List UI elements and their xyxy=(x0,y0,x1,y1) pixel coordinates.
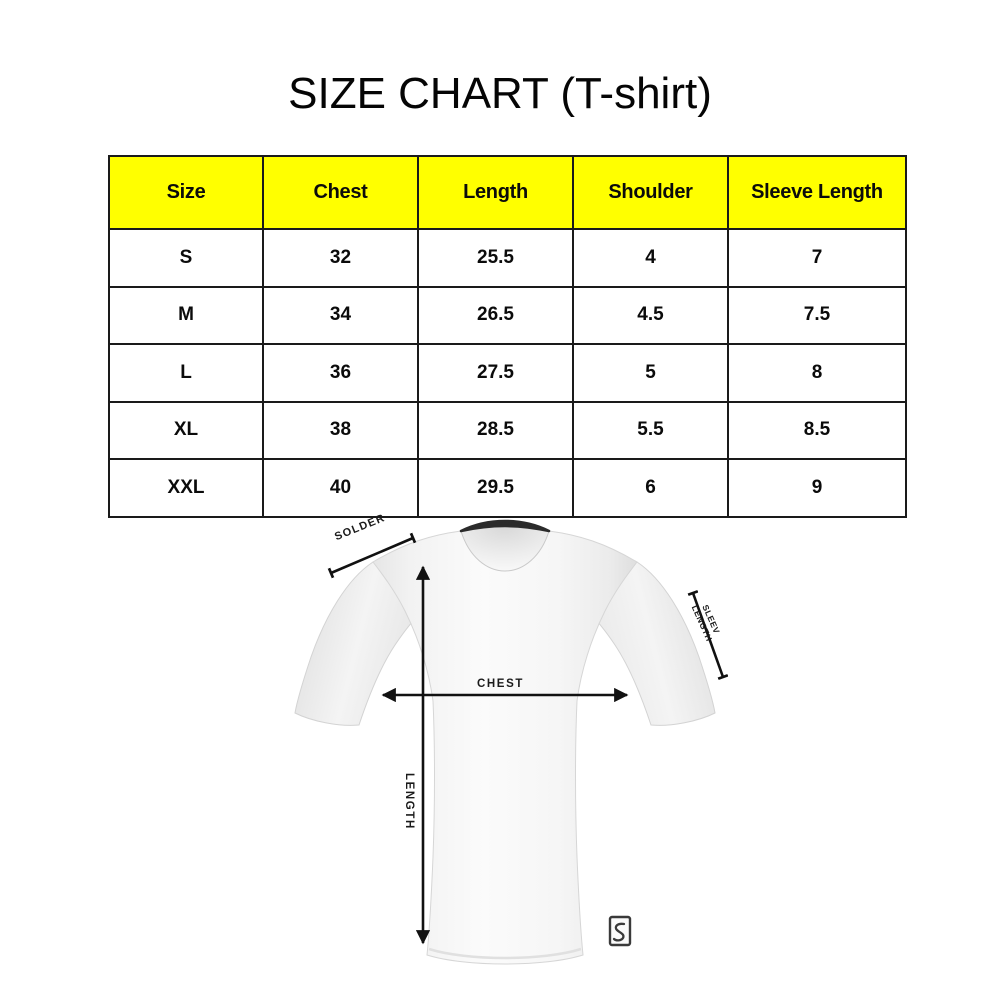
column-header-chest: Chest xyxy=(262,155,419,230)
tshirt-illustration xyxy=(294,519,729,965)
cell-sleeve-length: 8 xyxy=(727,343,907,403)
size-chart-table: Size Chest Length Shoulder Sleeve Length… xyxy=(108,155,907,518)
shirt-hem-line xyxy=(428,947,582,960)
cell-sleeve-length: 7 xyxy=(727,228,907,288)
cell-chest: 32 xyxy=(262,228,419,288)
cell-shoulder: 5 xyxy=(572,343,729,403)
cell-shoulder: 4.5 xyxy=(572,285,729,345)
table-row: S 32 25.5 4 7 xyxy=(108,228,907,288)
chest-dimension-label: CHEST xyxy=(477,678,524,690)
cell-length: 27.5 xyxy=(417,343,574,403)
column-header-shoulder: Shoulder xyxy=(572,155,729,230)
cell-length: 25.5 xyxy=(417,228,574,288)
table-row: M 34 26.5 4.5 7.5 xyxy=(108,285,907,345)
cell-sleeve-length: 9 xyxy=(727,458,907,518)
length-dimension-label: LENGTH xyxy=(403,773,415,830)
cell-sleeve-length: 7.5 xyxy=(727,285,907,345)
cell-chest: 38 xyxy=(262,400,419,460)
table-row: XL 38 28.5 5.5 8.5 xyxy=(108,400,907,460)
cell-chest: 34 xyxy=(262,285,419,345)
cell-size: M xyxy=(108,285,264,345)
shoulder-measure-arrow xyxy=(327,532,417,579)
table-row: L 36 27.5 5 8 xyxy=(108,343,907,403)
page-title: SIZE CHART (T-shirt) xyxy=(288,69,712,118)
cell-shoulder: 5.5 xyxy=(572,400,729,460)
column-header-length: Length xyxy=(417,155,574,230)
shirt-left-sleeve xyxy=(294,561,434,726)
cell-sleeve-length: 8.5 xyxy=(727,400,907,460)
cell-size: L xyxy=(108,343,264,403)
brand-tag-icon xyxy=(608,915,632,947)
cell-chest: 36 xyxy=(262,343,419,403)
cell-length: 28.5 xyxy=(417,400,574,460)
table-row: XXL 40 29.5 6 9 xyxy=(108,458,907,518)
column-header-size: Size xyxy=(108,155,264,230)
cell-size: XXL xyxy=(108,458,264,518)
column-header-sleeve-length: Sleeve Length xyxy=(727,155,907,230)
cell-shoulder: 6 xyxy=(572,458,729,518)
shirt-body xyxy=(372,530,638,965)
cell-chest: 40 xyxy=(262,458,419,518)
cell-shoulder: 4 xyxy=(572,228,729,288)
cell-length: 29.5 xyxy=(417,458,574,518)
sleeve-length-measure-arrow xyxy=(687,589,729,681)
table-header-row: Size Chest Length Shoulder Sleeve Length xyxy=(108,155,907,230)
cell-size: XL xyxy=(108,400,264,460)
tshirt-measurement-diagram: SOLDER CHEST LENGTH SLEEV LENGTH xyxy=(255,505,755,985)
shirt-collar-band xyxy=(459,519,551,533)
cell-length: 26.5 xyxy=(417,285,574,345)
cell-size: S xyxy=(108,228,264,288)
